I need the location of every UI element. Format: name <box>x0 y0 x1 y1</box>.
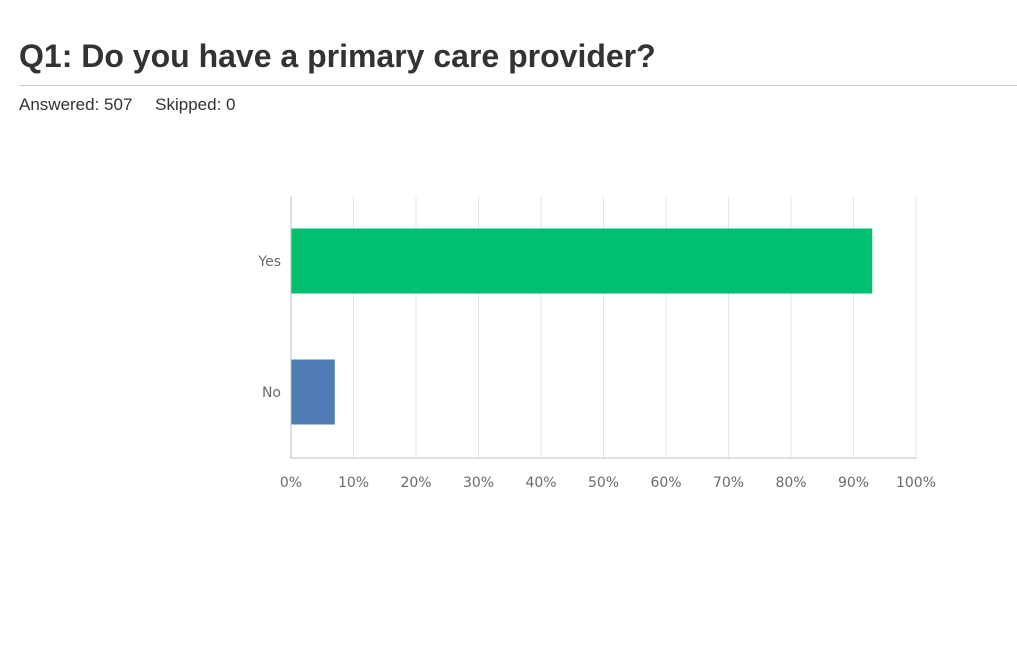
category-label: Yes <box>257 254 281 270</box>
x-tick-label: 0% <box>280 475 302 491</box>
x-tick-label: 30% <box>463 475 494 491</box>
bar-no <box>291 359 335 425</box>
title-divider <box>19 85 1017 86</box>
x-tick-label: 20% <box>400 475 431 491</box>
x-tick-label: 40% <box>525 475 556 491</box>
answered-count: Answered: 507 <box>19 95 133 114</box>
response-stats: Answered: 507 Skipped: 0 <box>19 95 235 115</box>
labels: 0% 10% 20% 30% 40% 50% 60% 70% 80% 90% 100% Yes No <box>257 254 936 491</box>
x-tick-label: 80% <box>775 475 806 491</box>
skipped-count: Skipped: 0 <box>155 95 236 114</box>
x-tick-label: 10% <box>338 475 369 491</box>
x-tick-label: 50% <box>588 475 619 491</box>
x-tick-label: 90% <box>838 475 869 491</box>
x-tick-label: 60% <box>650 475 681 491</box>
bar-yes <box>291 228 873 294</box>
x-tick-label: 100% <box>896 475 936 491</box>
question-title: Q1: Do you have a primary care provider? <box>19 38 656 74</box>
axes <box>290 196 916 459</box>
bars <box>291 228 873 425</box>
x-tick-label: 70% <box>713 475 744 491</box>
category-label: No <box>262 385 281 401</box>
